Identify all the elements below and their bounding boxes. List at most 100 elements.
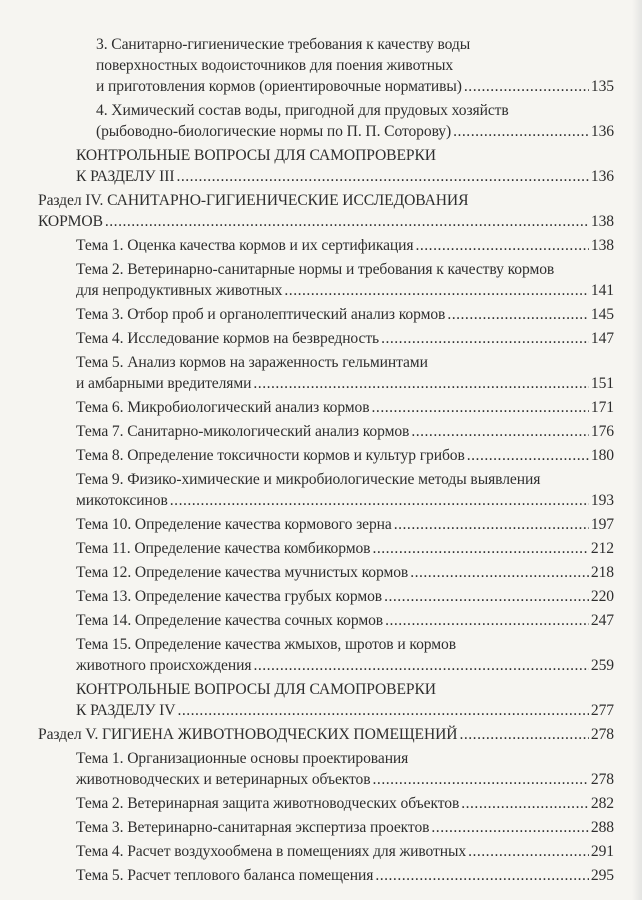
dot-leader [373, 769, 589, 790]
toc-entry-topic: Тема 13. Определение качества грубых кор… [0, 586, 642, 607]
toc-entry-text: Тема 9. Физико-химические и микробиологи… [76, 471, 541, 488]
dot-leader [447, 304, 589, 325]
toc-entry-last-line: (рыбоводно-биологические нормы по П. П. … [0, 121, 614, 142]
toc-entry-text: Тема 7. Санитарно-микологический анализ … [76, 423, 410, 440]
toc-entry-text: Тема 14. Определение качества сочных кор… [76, 612, 384, 629]
toc-entry-topic: Тема 11. Определение качества комбикормо… [0, 538, 642, 559]
toc-entry-last-line: Тема 10. Определение качества кормового … [0, 514, 614, 535]
toc-entry-topic: Тема 7. Санитарно-микологический анализ … [0, 421, 642, 442]
page-number: 147 [590, 330, 614, 347]
toc-entry-text: Тема 10. Определение качества кормового … [76, 516, 392, 533]
page-number: 151 [590, 375, 614, 392]
toc-entry-text: и приготовления кормов (ориентировочные … [96, 78, 462, 95]
toc-entry-last-line: Тема 2. Ветеринарная защита животноводче… [0, 793, 614, 814]
dot-leader [411, 421, 589, 442]
toc-entry-last-line: Тема 1. Оценка качества кормов и их серт… [0, 235, 614, 256]
toc-entry-section: Раздел IV. САНИТАРНО-ГИГИЕНИЧЕСКИЕ ИССЛЕ… [0, 190, 642, 232]
toc-entry-text: Тема 1. Оценка качества кормов и их серт… [76, 237, 414, 254]
toc-entry-text: Тема 15. Определение качества жмыхов, шр… [76, 636, 456, 653]
toc-entry-text: (рыбоводно-биологические нормы по П. П. … [96, 123, 452, 140]
dot-leader [372, 397, 589, 418]
toc-entry-last-line: Тема 12. Определение качества мучнистых … [0, 562, 614, 583]
toc-entry-text: Тема 5. Анализ кормов на зараженность ге… [76, 354, 428, 371]
dot-leader [385, 610, 589, 631]
page-number: 277 [590, 702, 614, 719]
toc-entry-text: 3. Санитарно-гигиенические требования к … [96, 36, 471, 53]
dot-leader [253, 373, 589, 394]
dot-leader [177, 700, 588, 721]
dot-leader [170, 490, 589, 511]
page-number: 197 [590, 516, 614, 533]
page-number: 171 [590, 399, 614, 416]
toc-entry-text: Раздел V. ГИГИЕНА ЖИВОТНОВОДЧЕСКИХ ПОМЕЩ… [38, 726, 458, 743]
toc-entry-topic: Тема 1. Оценка качества кормов и их серт… [0, 235, 642, 256]
page-number: 220 [590, 588, 614, 605]
dot-leader [176, 166, 588, 187]
toc-entry-text: Раздел IV. САНИТАРНО-ГИГИЕНИЧЕСКИЕ ИССЛЕ… [38, 192, 469, 209]
dot-leader [375, 865, 589, 886]
toc-entry-topic: Тема 14. Определение качества сочных кор… [0, 610, 642, 631]
dot-leader [431, 817, 589, 838]
toc-entry-last-line: Тема 6. Микробиологический анализ кормов… [0, 397, 614, 418]
toc-entry-text: Тема 3. Ветеринарно-санитарная экспертиз… [76, 819, 430, 836]
toc-entry-text: Тема 5. Расчет теплового баланса помещен… [76, 867, 374, 884]
page-number: 180 [590, 447, 614, 464]
toc-entry-topic: Тема 8. Определение токсичности кормов и… [0, 445, 642, 466]
dot-leader [253, 655, 588, 676]
dot-leader [381, 328, 589, 349]
toc-entry-text: и амбарными вредителями [76, 375, 252, 392]
toc-entry-last-line: Тема 11. Определение качества комбикормо… [0, 538, 614, 559]
toc-entry-last-line: Тема 13. Определение качества грубых кор… [0, 586, 614, 607]
page-number: 138 [590, 237, 614, 254]
page-number: 141 [590, 282, 614, 299]
toc-entry-text: Тема 6. Микробиологический анализ кормов [76, 399, 370, 416]
toc-entry-topic: Тема 2. Ветеринарная защита животноводче… [0, 793, 642, 814]
toc-entry-text: Тема 4. Исследование кормов на безвредно… [76, 330, 380, 347]
dot-leader [461, 793, 589, 814]
toc-entry-topic: Тема 4. Исследование кормов на безвредно… [0, 328, 642, 349]
toc-entry-last-line: Тема 8. Определение токсичности кормов и… [0, 445, 614, 466]
page-number: 291 [590, 843, 614, 860]
page-number: 176 [590, 423, 614, 440]
toc-entry-last-line: и амбарными вредителями 151 [0, 373, 614, 394]
toc-entry-text: 4. Химический состав воды, пригодной для… [96, 102, 509, 119]
dot-leader [464, 76, 589, 97]
page-number: 212 [590, 540, 614, 557]
toc-entry-topic: Тема 3. Ветеринарно-санитарная экспертиз… [0, 817, 642, 838]
toc-entry-last-line: Тема 3. Отбор проб и органолептический а… [0, 304, 614, 325]
toc-entry-topic: Тема 6. Микробиологический анализ кормов… [0, 397, 642, 418]
page-number: 278 [590, 726, 614, 743]
toc-entry-text: поверхностных водоисточников для поения … [96, 57, 454, 74]
toc-entry-last-line: микотоксинов 193 [0, 490, 614, 511]
toc-entry-topic: Тема 5. Расчет теплового баланса помещен… [0, 865, 642, 886]
toc-entry-ctrl: КОНТРОЛЬНЫЕ ВОПРОСЫ ДЛЯ САМОПРОВЕРКИ К РА… [0, 679, 642, 721]
dot-leader [415, 235, 588, 256]
toc-entry-last-line: Тема 5. Расчет теплового баланса помещен… [0, 865, 614, 886]
toc-entry-topic: Тема 2. Ветеринарно-санитарные нормы и т… [0, 259, 642, 301]
toc-entry-last-line: Тема 14. Определение качества сочных кор… [0, 610, 614, 631]
page-number: 288 [590, 819, 614, 836]
toc-entry-last-line: Тема 4. Исследование кормов на безвредно… [0, 328, 614, 349]
toc-entry-last-line: Тема 7. Санитарно-микологический анализ … [0, 421, 614, 442]
toc-entry-text: Тема 3. Отбор проб и органолептический а… [76, 306, 446, 323]
toc-entry-topic: Тема 4. Расчет воздухообмена в помещения… [0, 841, 642, 862]
page-number: 145 [590, 306, 614, 323]
toc-entry-topic: Тема 5. Анализ кормов на зараженность ге… [0, 352, 642, 394]
toc-entry-text: К РАЗДЕЛУ IV [76, 702, 176, 719]
toc-entry-topic: Тема 1. Организационные основы проектиро… [0, 748, 642, 790]
toc-entry-last-line: животноводческих и ветеринарных объектов… [0, 769, 614, 790]
toc-entry-section: Раздел V. ГИГИЕНА ЖИВОТНОВОДЧЕСКИХ ПОМЕЩ… [0, 724, 642, 745]
toc-entry-last-line: для непродуктивных животных 141 [0, 280, 614, 301]
page-edge-shadow [632, 0, 642, 900]
toc-entry-text: Тема 2. Ветеринарная защита животноводче… [76, 795, 460, 812]
toc-entry-last-line: Раздел V. ГИГИЕНА ЖИВОТНОВОДЧЕСКИХ ПОМЕЩ… [0, 724, 614, 745]
toc-entry-text: для непродуктивных животных [76, 282, 283, 299]
dot-leader [467, 445, 589, 466]
toc-entry-text: Тема 12. Определение качества мучнистых … [76, 564, 409, 581]
toc-entry-ctrl: КОНТРОЛЬНЫЕ ВОПРОСЫ ДЛЯ САМОПРОВЕРКИ К РА… [0, 145, 642, 187]
page-number: 138 [590, 213, 614, 230]
page-number: 193 [590, 492, 614, 509]
toc-entry-last-line: и приготовления кормов (ориентировочные … [0, 76, 614, 97]
page-number: 136 [590, 168, 614, 185]
page-number: 218 [590, 564, 614, 581]
